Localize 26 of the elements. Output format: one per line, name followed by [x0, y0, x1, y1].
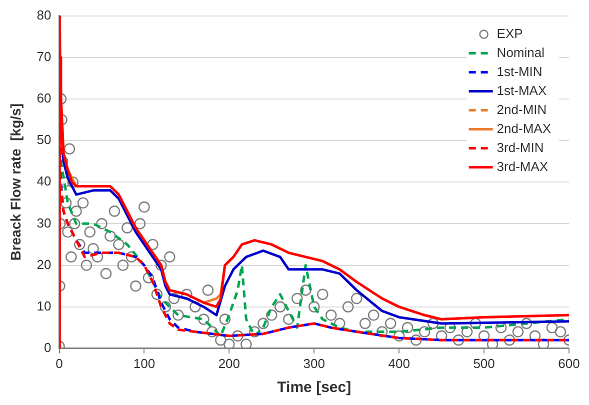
y-tick-label: 30: [36, 215, 52, 230]
legend-label: 1st-MIN: [496, 64, 542, 79]
y-tick-label: 10: [36, 298, 52, 314]
legend-label: 3rd-MIN: [496, 140, 544, 155]
x-tick-label: 500: [473, 356, 495, 371]
y-tick-label: 40: [36, 174, 52, 189]
y-tick-label: 20: [36, 256, 52, 272]
x-tick-label: 400: [388, 356, 410, 371]
y-tick-label: 80: [36, 7, 52, 22]
y-tick-label: 50: [36, 132, 52, 148]
x-tick-label: 300: [303, 356, 325, 371]
x-axis-title: Time [sec]: [277, 379, 352, 396]
legend-label: 2nd-MAX: [496, 120, 552, 136]
y-tick-label: 0: [44, 340, 52, 355]
legend-label: 1st-MAX: [496, 82, 547, 98]
y-tick-label: 70: [36, 48, 52, 64]
legend-label: 3rd-MAX: [496, 158, 548, 174]
y-axis-title: Breack Flow rate [kg/s]: [7, 104, 24, 261]
x-tick-label: 100: [133, 356, 156, 371]
x-tick-label: 0: [56, 356, 63, 371]
legend-label: 2nd-MIN: [496, 102, 547, 117]
y-tick-label: 60: [36, 90, 52, 106]
legend-label: Nominal: [496, 44, 545, 60]
x-tick-label: 600: [558, 356, 580, 371]
legend-label: EXP: [496, 26, 523, 41]
x-tick-label: 200: [218, 356, 240, 371]
